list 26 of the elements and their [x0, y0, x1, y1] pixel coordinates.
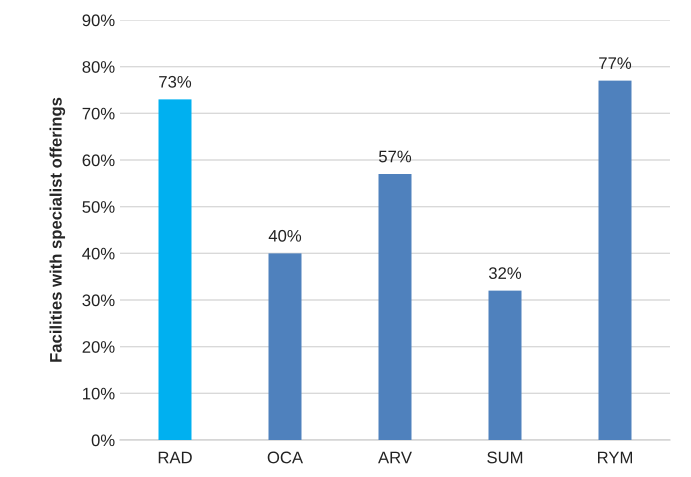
y-tick-label: 90%: [82, 14, 115, 26]
bar: [268, 253, 302, 440]
y-tick-label: 50%: [82, 201, 115, 213]
x-tick-label: RYM: [598, 452, 632, 464]
bar: [598, 80, 632, 440]
y-tick-label: 80%: [82, 61, 115, 73]
y-tick-label: 0%: [92, 434, 115, 446]
data-label: 40%: [268, 230, 302, 242]
y-tick-label: 30%: [82, 294, 115, 306]
x-tick-label: SUM: [487, 452, 522, 464]
y-tick-label: 10%: [83, 388, 115, 400]
data-label: 57%: [378, 150, 412, 162]
y-tick-label: 60%: [82, 154, 115, 166]
data-label: 73%: [159, 76, 192, 88]
bar: [378, 174, 412, 440]
y-tick-label: 70%: [82, 108, 115, 120]
y-axis-title: Facilities with specialist offerings: [50, 98, 66, 362]
y-tick-label: 20%: [82, 341, 115, 353]
data-label: 77%: [599, 57, 632, 69]
y-tick-label: 40%: [82, 248, 115, 260]
x-tick-label: ARV: [378, 452, 412, 464]
data-label: 32%: [488, 267, 522, 280]
bar: [158, 99, 192, 440]
x-tick-label: RAD: [158, 452, 192, 464]
bar: [488, 290, 522, 440]
x-tick-label: OCA: [268, 452, 304, 464]
